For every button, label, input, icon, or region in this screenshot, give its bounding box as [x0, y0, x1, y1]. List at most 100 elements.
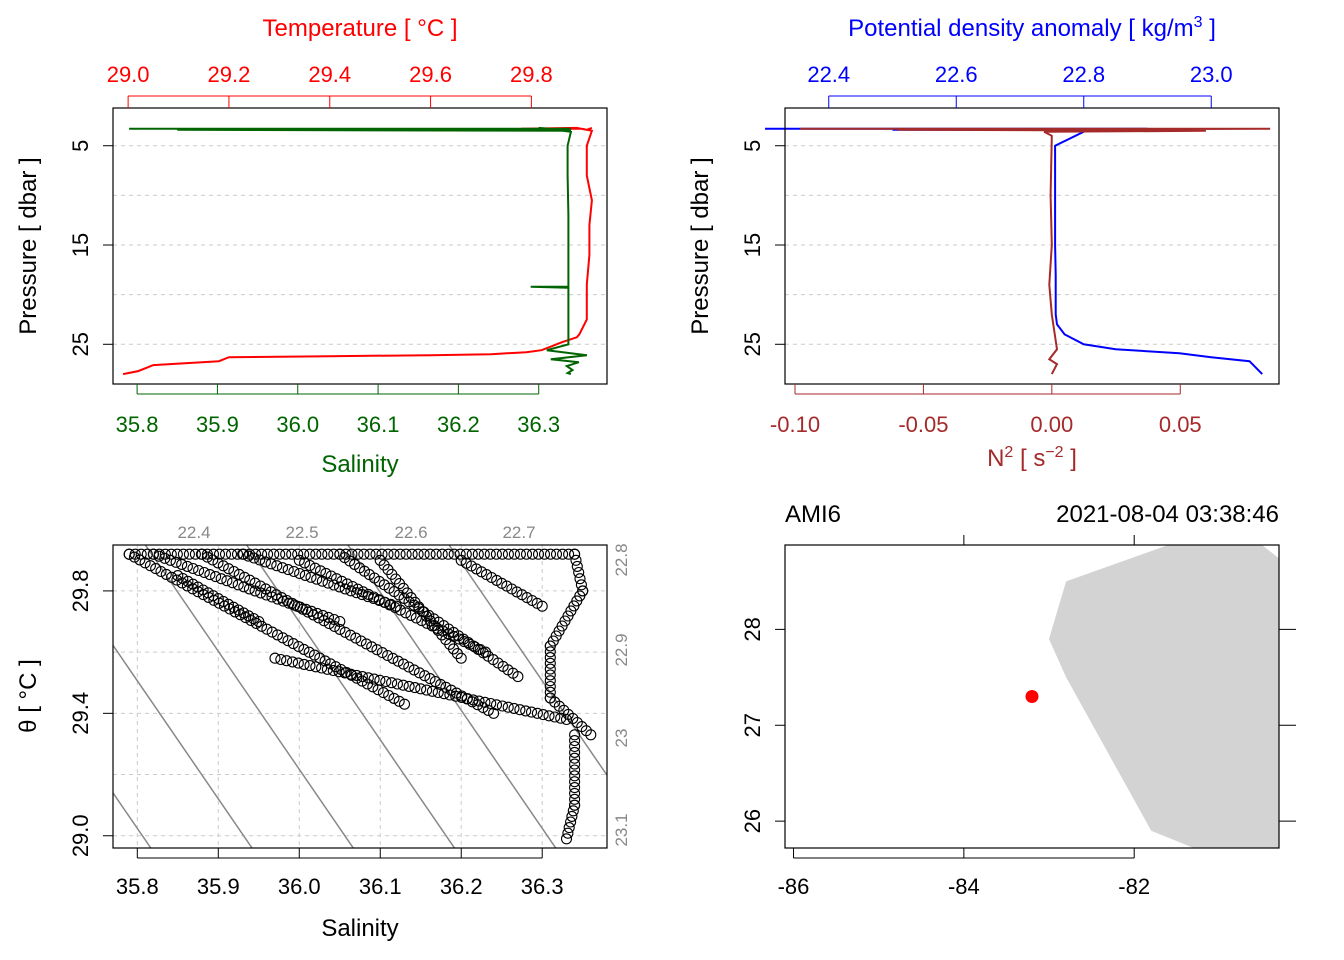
ts-data-point — [304, 548, 316, 560]
ts-data-point — [380, 675, 392, 688]
ts-data-point — [135, 548, 147, 560]
ts-data-point — [490, 548, 502, 560]
ts-data-point — [569, 764, 581, 776]
ts-data-point — [432, 686, 444, 699]
isopycnal-label: 22.6 — [394, 523, 427, 542]
ts-data-point — [430, 548, 442, 560]
ts-data-point — [485, 697, 497, 710]
ts-data-point — [231, 548, 244, 560]
ts-data-point — [339, 626, 351, 638]
ts-data-point — [413, 667, 425, 679]
top-axis-tick-label: 29.8 — [510, 62, 553, 87]
ts-data-point — [261, 623, 273, 635]
ts-data-point — [292, 548, 304, 560]
plot-frame — [784, 107, 1280, 385]
left-axis-tick-label: 5 — [740, 140, 765, 152]
ts-data-point — [544, 646, 556, 658]
left-axis-label: Pressure [ dbar ] — [15, 157, 42, 334]
x-axis-tick-label: 35.9 — [197, 874, 240, 899]
ts-data-point — [390, 600, 402, 612]
ts-data-point — [394, 548, 406, 560]
ts-data-point — [262, 548, 274, 560]
ts-data-point — [569, 799, 581, 811]
plot-frame — [112, 544, 608, 849]
x-axis-tick-label: 36.3 — [521, 874, 564, 899]
ts-data-point — [356, 675, 368, 687]
ts-data-point — [562, 827, 574, 839]
ts-data-point — [424, 673, 436, 685]
left-axis-tick-label: 25 — [740, 332, 765, 356]
y-axis-tick-label: 27 — [740, 713, 765, 737]
ts-data-point — [466, 548, 478, 560]
top-axis-tick-label: 22.8 — [1062, 62, 1105, 87]
left-axis-label: Pressure [ dbar ] — [687, 157, 714, 334]
ts-data-point — [297, 603, 309, 615]
ts-data-point — [242, 550, 254, 562]
ts-data-point — [334, 548, 346, 560]
ts-data-point — [371, 644, 383, 656]
ts-data-point — [508, 702, 520, 714]
ts-data-point — [511, 586, 523, 598]
ts-data-point — [307, 609, 319, 621]
bottom-axis-tick-label: 36.1 — [357, 412, 400, 437]
ts-data-point — [238, 548, 250, 560]
isopycnal-label: 22.7 — [502, 523, 535, 542]
ts-data-point — [377, 687, 389, 699]
ts-data-point — [292, 657, 304, 669]
top-axis-tick-label: 29.2 — [208, 62, 251, 87]
ts-data-point — [419, 670, 431, 682]
isopycnal-line — [113, 644, 253, 848]
ts-data-point — [293, 640, 305, 653]
ts-data-point — [320, 567, 332, 579]
isopycnal-label: 22.8 — [612, 543, 631, 576]
ts-data-point — [319, 655, 331, 667]
ts-data-point — [358, 548, 370, 560]
bottom-axis-tick-label: 0.00 — [1030, 412, 1073, 437]
ts-data-point — [460, 557, 472, 569]
y-axis-tick-label: 28 — [740, 617, 765, 641]
ts-data-point — [569, 787, 581, 799]
ts-data-point — [193, 564, 205, 577]
ts-data-point — [195, 548, 207, 560]
ts-data-point — [415, 683, 427, 695]
ts-data-point — [233, 568, 245, 580]
ts-data-point — [389, 601, 401, 614]
plot-frame — [112, 107, 608, 385]
ts-data-point — [388, 692, 400, 704]
ts-data-point — [391, 678, 403, 690]
y-axis-tick-label: 29.0 — [68, 814, 93, 857]
ts-data-point — [215, 573, 227, 585]
ts-data-point — [508, 548, 520, 560]
bottom-axis-tick-label: 36.2 — [437, 412, 480, 437]
ts-data-point — [473, 695, 485, 707]
ts-data-point — [281, 655, 293, 667]
ts-data-point — [370, 548, 382, 560]
ts-data-point — [276, 592, 288, 604]
ts-data-point — [223, 563, 235, 575]
ts-data-point — [256, 548, 268, 560]
top-axis-tick-label: 29.4 — [308, 62, 351, 87]
left-axis-tick-label: 15 — [68, 233, 93, 257]
station-map-panel: -86 -84 -82 26 27 28 AMI6 2021-08-04 03:38:46 — [740, 501, 1296, 899]
ts-data-point — [544, 686, 556, 698]
ts-data-point — [333, 581, 346, 593]
ts-data-point — [309, 562, 321, 574]
ts-data-point — [147, 548, 159, 560]
ts-data-point — [198, 566, 210, 579]
ts-data-point — [357, 586, 369, 598]
ts-data-point — [403, 680, 415, 692]
isopycnal-line — [113, 791, 152, 848]
density-n2-profile-panel: 22.4 22.6 22.8 23.0 Potential density anomal… — [687, 14, 1280, 472]
y-axis-label: θ [ °C ] — [15, 659, 42, 733]
ts-data-point — [346, 580, 359, 593]
ts-data-point — [549, 711, 561, 723]
ts-data-point — [254, 580, 266, 592]
top-axis-tick-label: 22.6 — [935, 62, 978, 87]
ts-data-point — [346, 548, 358, 560]
ts-data-point — [171, 548, 183, 560]
bottom-axis-tick-label: 35.8 — [116, 412, 159, 437]
ts-data-point — [442, 548, 454, 560]
y-axis-tick-label: 26 — [740, 809, 765, 833]
ts-data-point — [197, 584, 209, 596]
ts-data-point — [212, 557, 224, 569]
